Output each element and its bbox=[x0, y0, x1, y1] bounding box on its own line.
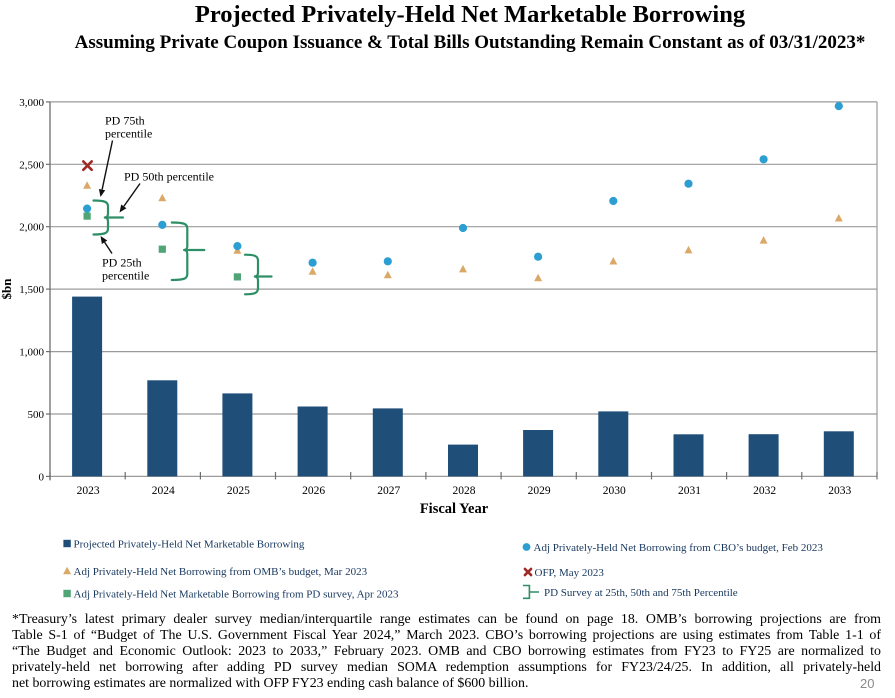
svg-text:1,500: 1,500 bbox=[19, 284, 44, 296]
svg-text:3,000: 3,000 bbox=[19, 97, 44, 109]
svg-text:Fiscal Year: Fiscal Year bbox=[420, 501, 489, 517]
svg-text:$bn: $bn bbox=[0, 278, 14, 300]
svg-text:2027: 2027 bbox=[377, 485, 400, 497]
svg-text:PD 50th percentile: PD 50th percentile bbox=[124, 169, 214, 183]
svg-text:2028: 2028 bbox=[453, 485, 476, 497]
svg-text:2,000: 2,000 bbox=[19, 222, 44, 234]
svg-text:2032: 2032 bbox=[753, 485, 776, 497]
svg-text:PD 25th: PD 25th bbox=[102, 256, 142, 270]
svg-text:Adj Privately-Held Net Borrowi: Adj Privately-Held Net Borrowing from OM… bbox=[74, 566, 368, 578]
svg-text:0: 0 bbox=[39, 471, 45, 483]
svg-text:percentile: percentile bbox=[105, 127, 152, 141]
svg-text:2033: 2033 bbox=[828, 485, 851, 497]
svg-text:PD 75th: PD 75th bbox=[105, 114, 145, 128]
svg-text:2024: 2024 bbox=[152, 485, 175, 497]
svg-text:1,000: 1,000 bbox=[19, 347, 44, 359]
svg-text:2031: 2031 bbox=[678, 485, 701, 497]
svg-text:PD Survey at 25th, 50th and 75: PD Survey at 25th, 50th and 75th Percent… bbox=[544, 587, 738, 599]
svg-text:OFP, May 2023: OFP, May 2023 bbox=[535, 567, 605, 579]
svg-text:2029: 2029 bbox=[528, 485, 551, 497]
svg-text:Adj Privately-Held Net Marketa: Adj Privately-Held Net Marketable Borrow… bbox=[74, 589, 399, 601]
svg-text:2026: 2026 bbox=[302, 485, 325, 497]
svg-text:percentile: percentile bbox=[102, 269, 149, 283]
svg-text:2023: 2023 bbox=[77, 485, 100, 497]
svg-text:Projected Privately-Held Net M: Projected Privately-Held Net Marketable … bbox=[74, 539, 305, 551]
svg-text:2030: 2030 bbox=[603, 485, 626, 497]
svg-text:500: 500 bbox=[28, 409, 45, 421]
svg-text:2,500: 2,500 bbox=[19, 159, 44, 171]
svg-text:Adj Privately-Held Net Borrowi: Adj Privately-Held Net Borrowing from CB… bbox=[534, 542, 824, 554]
svg-text:2025: 2025 bbox=[227, 485, 250, 497]
